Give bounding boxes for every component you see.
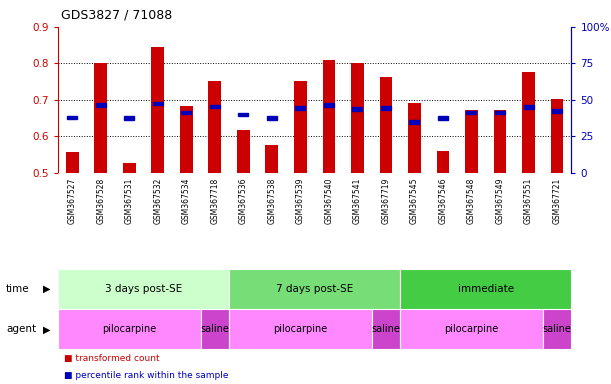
Bar [552,109,562,113]
Text: ■ percentile rank within the sample: ■ percentile rank within the sample [64,371,229,380]
Bar [323,60,335,173]
Text: GSM367548: GSM367548 [467,177,476,224]
Bar [66,152,79,173]
Text: GSM367534: GSM367534 [182,177,191,224]
Bar [267,116,277,120]
Bar [200,309,229,349]
Bar [229,269,400,309]
Text: pilocarpine: pilocarpine [273,324,327,334]
Bar [437,151,450,173]
Bar [324,103,334,107]
Text: GSM367549: GSM367549 [496,177,505,224]
Text: GSM367527: GSM367527 [68,177,77,224]
Bar [181,111,191,114]
Bar [153,102,163,105]
Bar [266,145,279,173]
Bar [95,63,108,173]
Bar [67,116,78,119]
Bar [409,120,420,124]
Text: pilocarpine: pilocarpine [102,324,156,334]
Text: pilocarpine: pilocarpine [444,324,499,334]
Bar [58,269,229,309]
Bar [467,111,477,114]
Bar [210,104,220,108]
Text: GSM367719: GSM367719 [381,177,390,224]
Text: GSM367538: GSM367538 [268,177,276,224]
Text: ■ transformed count: ■ transformed count [64,354,160,363]
Bar [238,113,249,116]
Text: time: time [6,284,30,294]
Text: agent: agent [6,324,36,334]
Bar [551,99,563,173]
Text: ▶: ▶ [43,284,50,294]
Bar [495,111,505,114]
Bar [296,106,306,110]
Text: GSM367551: GSM367551 [524,177,533,224]
Bar [371,309,400,349]
Text: GSM367721: GSM367721 [552,177,562,224]
Text: ▶: ▶ [43,324,50,334]
Bar [400,269,571,309]
Text: GSM367545: GSM367545 [410,177,419,224]
Text: GDS3827 / 71088: GDS3827 / 71088 [61,8,172,21]
Bar [152,47,164,173]
Bar [353,107,362,111]
Text: GSM367540: GSM367540 [324,177,334,224]
Text: GSM367531: GSM367531 [125,177,134,224]
Bar [522,73,535,173]
Text: GSM367536: GSM367536 [239,177,248,224]
Text: 7 days post-SE: 7 days post-SE [276,284,353,294]
Text: GSM367546: GSM367546 [439,177,447,224]
Bar [96,103,106,107]
Text: GSM367541: GSM367541 [353,177,362,224]
Text: saline: saline [200,324,229,334]
Bar [351,63,364,173]
Bar [229,309,371,349]
Bar [123,163,136,173]
Text: 3 days post-SE: 3 days post-SE [105,284,182,294]
Bar [438,116,448,120]
Bar [237,130,250,173]
Bar [465,110,478,173]
Text: GSM367528: GSM367528 [97,177,105,224]
Bar [180,106,193,173]
Bar [379,77,392,173]
Text: immediate: immediate [458,284,514,294]
Bar [125,116,134,120]
Bar [58,309,200,349]
Text: saline: saline [543,324,571,334]
Bar [408,103,421,173]
Bar [294,81,307,173]
Bar [494,110,507,173]
Bar [208,81,221,173]
Bar [400,309,543,349]
Text: GSM367539: GSM367539 [296,177,305,224]
Text: GSM367532: GSM367532 [153,177,163,224]
Text: GSM367718: GSM367718 [210,177,219,224]
Text: saline: saline [371,324,400,334]
Bar [381,106,391,110]
Bar [524,105,533,109]
Bar [543,309,571,349]
